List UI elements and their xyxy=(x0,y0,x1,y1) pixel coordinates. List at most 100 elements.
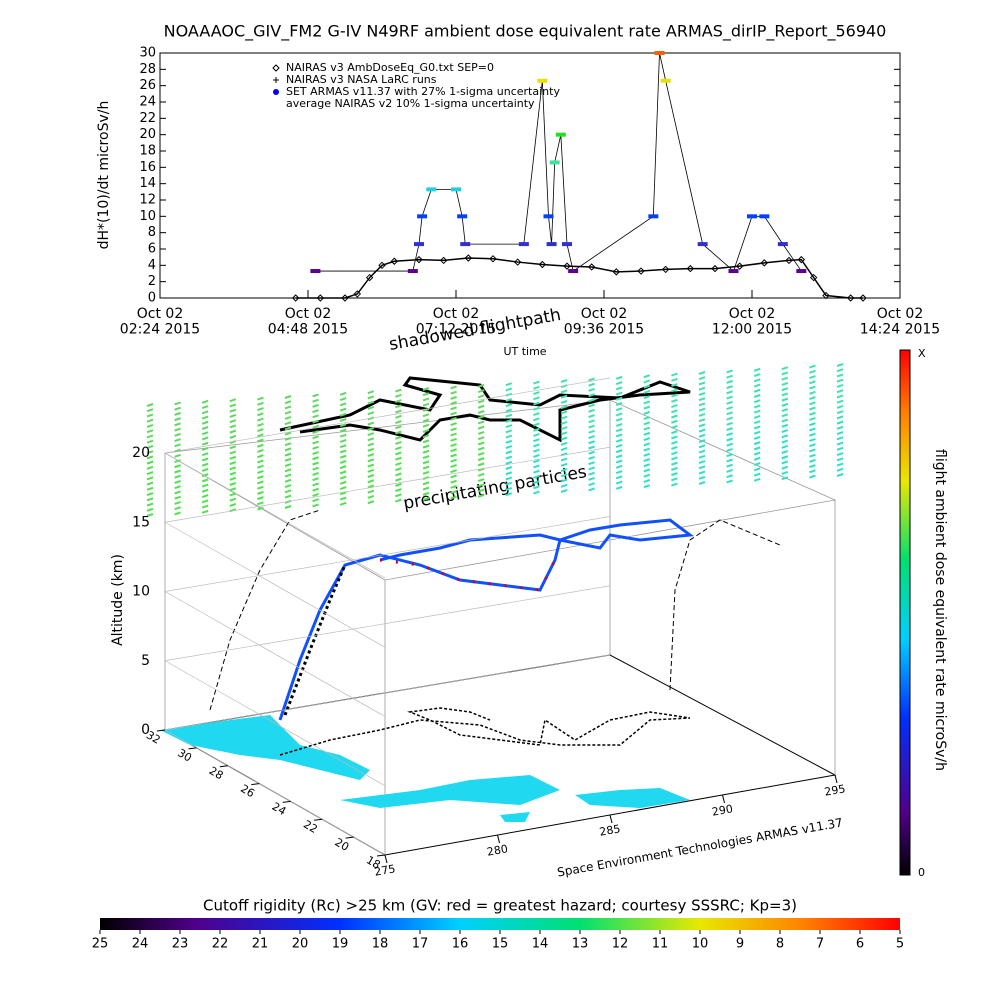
nairas-point xyxy=(291,294,300,302)
x-tick-label: Oct 02 04:48 2015 xyxy=(268,306,348,337)
particle-dash xyxy=(229,403,237,408)
particle-dash xyxy=(588,387,595,392)
particle-dash xyxy=(643,410,651,415)
particle-dash xyxy=(560,441,568,446)
particle-dash xyxy=(809,448,816,453)
particle-dash xyxy=(229,445,237,450)
particle-dash xyxy=(533,469,540,474)
particle-dash xyxy=(450,484,457,489)
particle-dash xyxy=(284,447,292,452)
particle-dash xyxy=(560,462,568,467)
particle-dash xyxy=(422,413,430,418)
particle-dash xyxy=(339,407,347,412)
particle-dash xyxy=(367,474,375,478)
particle-dash xyxy=(477,399,485,404)
particle-dash xyxy=(367,390,375,395)
particle-dash xyxy=(367,447,375,452)
x-tick-label: Oct 02 14:24 2015 xyxy=(860,306,940,337)
particle-dash xyxy=(367,426,375,431)
particle-dash xyxy=(312,472,319,476)
particle-dash xyxy=(588,419,595,424)
x-tick-label: 275 xyxy=(373,862,396,878)
particle-dash xyxy=(643,473,651,478)
particle-dash xyxy=(753,451,761,456)
colorbar-tick-label: 9 xyxy=(736,937,744,952)
particle-dash xyxy=(809,427,816,432)
particle-dash xyxy=(698,418,706,423)
particle-dash xyxy=(367,411,375,416)
particle-dash xyxy=(533,396,540,401)
particle-dash xyxy=(146,403,154,407)
particle-dash xyxy=(339,475,347,480)
colorbar-tick-label: 8 xyxy=(776,937,784,952)
particle-dash xyxy=(450,416,457,421)
particle-dash xyxy=(367,421,375,426)
nairas-point xyxy=(637,267,645,275)
particle-dash xyxy=(450,390,457,395)
colorbar-tick-label: 13 xyxy=(572,937,589,952)
particle-dash xyxy=(312,430,319,435)
x-tick-label: Oct 02 12:00 2015 xyxy=(712,306,792,337)
particle-dash xyxy=(781,366,789,371)
particle-dash xyxy=(201,467,209,472)
particle-dash xyxy=(367,453,375,458)
particle-dash xyxy=(257,464,264,469)
particle-dash xyxy=(229,497,237,502)
particle-dash xyxy=(201,431,209,436)
particle-dash xyxy=(836,425,844,430)
particle-dash xyxy=(505,397,513,402)
particle-dash xyxy=(836,473,844,477)
particle-dash xyxy=(146,507,154,512)
particle-dash xyxy=(726,463,733,468)
y-tick-label: 26 xyxy=(139,78,156,93)
particle-dash xyxy=(836,378,844,383)
particle-dash xyxy=(588,471,595,476)
nairas-point xyxy=(686,264,695,273)
particle-dash xyxy=(615,480,623,485)
particle-dash xyxy=(698,423,706,428)
particle-dash xyxy=(560,389,568,394)
particle-dash xyxy=(201,478,209,483)
particle-dash xyxy=(505,487,513,491)
particle-dash xyxy=(809,411,816,416)
particle-dash xyxy=(174,485,181,490)
dose-colorbar xyxy=(899,349,911,876)
particle-dash xyxy=(257,480,264,485)
particle-dash xyxy=(422,397,430,402)
particle-dash xyxy=(671,398,678,403)
particle-dash xyxy=(367,432,375,437)
particle-dash xyxy=(753,420,761,425)
particle-dash xyxy=(505,382,513,387)
particle-dash xyxy=(174,443,181,448)
nairas-point xyxy=(846,294,855,302)
particle-dash xyxy=(312,440,319,445)
particle-dash xyxy=(505,455,513,460)
particle-dash xyxy=(809,375,816,380)
particle-dash xyxy=(588,377,595,382)
particle-dash xyxy=(201,504,209,509)
particle-dash xyxy=(726,442,733,447)
particle-dash xyxy=(671,461,678,466)
particle-dash xyxy=(339,391,347,396)
particle-dash xyxy=(367,479,375,484)
particle-dash xyxy=(477,404,485,409)
particle-dash xyxy=(809,443,816,448)
particle-dash xyxy=(174,406,181,411)
y-tick-label: 12 xyxy=(139,193,156,208)
particle-dash xyxy=(146,471,154,476)
particle-dash xyxy=(753,456,761,461)
particle-dash xyxy=(422,460,430,465)
particle-dash xyxy=(560,468,568,472)
z-grid xyxy=(164,729,386,856)
nairas-point xyxy=(341,294,349,302)
particle-dash xyxy=(367,400,375,405)
particle-dash xyxy=(726,385,733,390)
particle-dash xyxy=(836,410,844,415)
particle-dash xyxy=(339,412,347,417)
particle-dash xyxy=(643,479,651,483)
particle-dash xyxy=(781,402,789,407)
particle-dash xyxy=(257,443,264,448)
particle-dash xyxy=(339,423,347,428)
x-tick-label: Oct 02 09:36 2015 xyxy=(564,306,644,337)
particle-dash xyxy=(726,369,733,374)
